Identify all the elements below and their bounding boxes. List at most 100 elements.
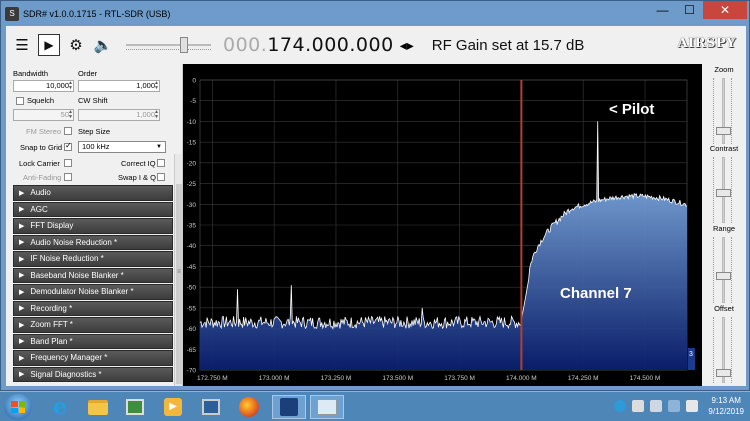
- expand-arrow-icon: ▶: [19, 222, 25, 230]
- slider-thumb[interactable]: [716, 188, 731, 197]
- lock-carrier-checkbox[interactable]: [64, 159, 72, 167]
- control-panel-icon[interactable]: [121, 395, 149, 419]
- snap-to-grid-checkbox[interactable]: [64, 141, 72, 151]
- gear-icon[interactable]: ⚙: [69, 37, 83, 54]
- spectrum-trace: [199, 121, 688, 331]
- correct-iq-checkbox[interactable]: [157, 159, 165, 167]
- expand-arrow-icon: ▶: [19, 288, 25, 296]
- internet-explorer-icon[interactable]: e: [53, 394, 67, 420]
- x-tick-label: 174.250 M: [568, 375, 599, 382]
- section-label: Zoom FFT *: [30, 320, 73, 330]
- close-button[interactable]: ✕: [703, 1, 747, 19]
- x-tick-label: 173.500 M: [382, 375, 413, 382]
- tray-network-icon[interactable]: [668, 400, 680, 412]
- tray-app-icon[interactable]: [614, 400, 626, 412]
- section-demodulator-noise-blanker[interactable]: ▶ Demodulator Noise Blanker *: [13, 284, 173, 300]
- volume-thumb[interactable]: [180, 37, 188, 53]
- hamburger-icon[interactable]: ☰: [15, 37, 29, 54]
- slider-track: [722, 78, 725, 144]
- spin-arrows-icon[interactable]: ▲ ▼: [154, 80, 159, 91]
- play-icon[interactable]: ▶: [38, 34, 60, 56]
- spin-arrows-icon[interactable]: ▲ ▼: [68, 80, 73, 91]
- firefox-icon[interactable]: [235, 395, 263, 419]
- section-label: AGC: [30, 204, 48, 214]
- scrollbar-grip-icon: ≡: [177, 269, 181, 275]
- section-zoom-fft[interactable]: ▶ Zoom FFT *: [13, 317, 173, 333]
- channel-annotation: Channel 7: [560, 285, 632, 302]
- spectrum-display[interactable]: 0 -5 -10 -15 -20 -25 -30 -35 -40 -45 -50 -55 -60 -65 -…: [183, 64, 702, 386]
- sdrsharp-icon[interactable]: [272, 395, 306, 419]
- status-text: RF Gain set at 15.7 dB: [431, 36, 585, 54]
- contrast-label: Contrast: [709, 144, 739, 153]
- speaker-icon[interactable]: 🔈: [93, 37, 113, 54]
- section-agc[interactable]: ▶ AGC: [13, 201, 173, 217]
- y-tick-label: -55: [187, 305, 197, 312]
- left-panel-scrollbar[interactable]: ≡: [174, 154, 182, 386]
- paint-icon[interactable]: [310, 395, 344, 419]
- swap-iq-label: Swap I & Q: [118, 173, 156, 182]
- frequency-display[interactable]: 000.174.000.000: [223, 34, 394, 56]
- spin-arrows-icon[interactable]: ▲ ▼: [154, 109, 159, 120]
- section-baseband-noise-blanker[interactable]: ▶ Baseband Noise Blanker *: [13, 267, 173, 283]
- spectrum-plot[interactable]: 0 -5 -10 -15 -20 -25 -30 -35 -40 -45 -50 -55 -60 -65 -…: [183, 64, 702, 386]
- section-label: Recording *: [30, 303, 73, 313]
- squelch-checkbox[interactable]: [16, 97, 24, 105]
- tray-device-icon[interactable]: [650, 400, 662, 412]
- windows-start-icon[interactable]: [4, 394, 32, 420]
- maximize-button[interactable]: ☐: [684, 3, 695, 17]
- slider-track: [722, 237, 725, 303]
- y-tick-label: 0: [192, 78, 196, 85]
- network-icon[interactable]: [197, 395, 225, 419]
- spin-arrows-icon[interactable]: ▲ ▼: [68, 109, 73, 120]
- x-tick-label: 173.750 M: [444, 375, 475, 382]
- cw-shift-label: CW Shift: [78, 96, 108, 105]
- section-frequency-manager[interactable]: ▶ Frequency Manager *: [13, 350, 173, 366]
- section-label: FFT Display: [30, 221, 74, 231]
- cw-shift-input[interactable]: 1,000 ▲ ▼: [78, 109, 160, 121]
- zoom-slider[interactable]: [702, 78, 746, 144]
- clock-date: 9/12/2019: [708, 407, 744, 416]
- pilot-annotation: < Pilot: [609, 101, 655, 118]
- squelch-input[interactable]: 50 ▲ ▼: [13, 109, 74, 121]
- bandwidth-label: Bandwidth: [13, 69, 49, 78]
- section-signal-diagnostics[interactable]: ▶ Signal Diagnostics *: [13, 366, 173, 382]
- slider-thumb[interactable]: [716, 127, 731, 136]
- contrast-slider[interactable]: [702, 157, 746, 223]
- file-explorer-icon[interactable]: [84, 395, 112, 419]
- expand-arrow-icon: ▶: [19, 338, 25, 346]
- media-player-icon[interactable]: ▶: [159, 395, 187, 419]
- tray-volume-icon[interactable]: [686, 400, 698, 412]
- section-fft-display[interactable]: ▶ FFT Display: [13, 218, 173, 234]
- corner-indicator: [688, 348, 695, 370]
- lock-carrier-label: Lock Carrier: [19, 159, 60, 168]
- clock[interactable]: 9:13 AM 9/12/2019: [708, 395, 744, 417]
- section-band-plan[interactable]: ▶ Band Plan *: [13, 333, 173, 349]
- anti-fading-checkbox[interactable]: [64, 173, 72, 181]
- swap-iq-checkbox[interactable]: [157, 173, 165, 181]
- frequency-step-arrows-icon[interactable]: ◂▸: [399, 36, 414, 53]
- offset-label: Offset: [714, 304, 734, 313]
- range-slider[interactable]: [702, 237, 746, 303]
- spectrum-fill: [200, 121, 687, 371]
- title-bar[interactable]: S SDR# v1.0.0.1715 - RTL-SDR (USB) — ☐ ✕: [1, 1, 749, 26]
- volume-slider[interactable]: [126, 35, 211, 55]
- section-recording[interactable]: ▶ Recording *: [13, 300, 173, 316]
- section-audio-noise-reduction[interactable]: ▶ Audio Noise Reduction *: [13, 234, 173, 250]
- windows-logo: [11, 401, 25, 413]
- slider-thumb[interactable]: [716, 271, 731, 280]
- section-audio[interactable]: ▶ Audio: [13, 185, 173, 201]
- expand-arrow-icon: ▶: [19, 371, 25, 379]
- tray-chevron-icon[interactable]: [632, 400, 644, 412]
- scrollbar-thumb[interactable]: [176, 184, 182, 384]
- bandwidth-input[interactable]: 10,000 ▲ ▼: [13, 80, 74, 92]
- minimize-button[interactable]: —: [656, 3, 669, 17]
- y-tick-label: -70: [187, 368, 197, 375]
- fm-stereo-checkbox[interactable]: [64, 127, 72, 135]
- y-tick-label: -5: [190, 98, 196, 105]
- offset-slider[interactable]: [702, 317, 746, 383]
- step-size-select[interactable]: 100 kHz ▼: [78, 141, 166, 153]
- section-if-noise-reduction[interactable]: ▶ IF Noise Reduction *: [13, 251, 173, 267]
- order-input[interactable]: 1,000 ▲ ▼: [78, 80, 160, 92]
- right-panel: Zoom Contrast Range Offset: [702, 64, 746, 386]
- slider-thumb[interactable]: [716, 369, 731, 378]
